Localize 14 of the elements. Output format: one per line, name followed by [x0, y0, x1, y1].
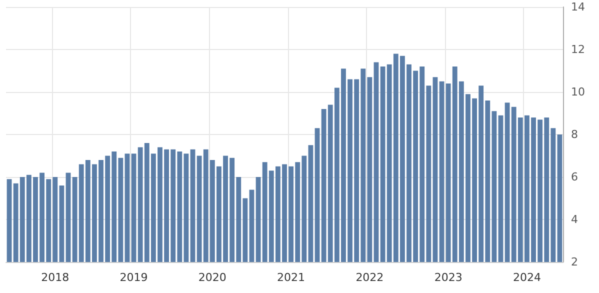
x-tick-label: 2021	[277, 271, 306, 284]
y-tick-label: 4	[571, 213, 578, 226]
y-tick-label: 10	[571, 86, 585, 98]
x-tick-label: 2020	[198, 271, 226, 284]
y-tick-label: 14	[571, 0, 585, 14]
y-tick-label: 2	[571, 256, 578, 268]
x-tick-label: 2024	[512, 271, 541, 284]
y-tick-label: 12	[571, 43, 585, 56]
y-tick-label: 6	[571, 170, 578, 184]
x-tick-label: 2019	[120, 271, 148, 284]
x-tick-label: 2022	[356, 271, 384, 284]
y-tick-label: 8	[571, 128, 578, 141]
x-tick-label: 2018	[41, 271, 70, 284]
x-tick-label: 2023	[434, 271, 462, 284]
